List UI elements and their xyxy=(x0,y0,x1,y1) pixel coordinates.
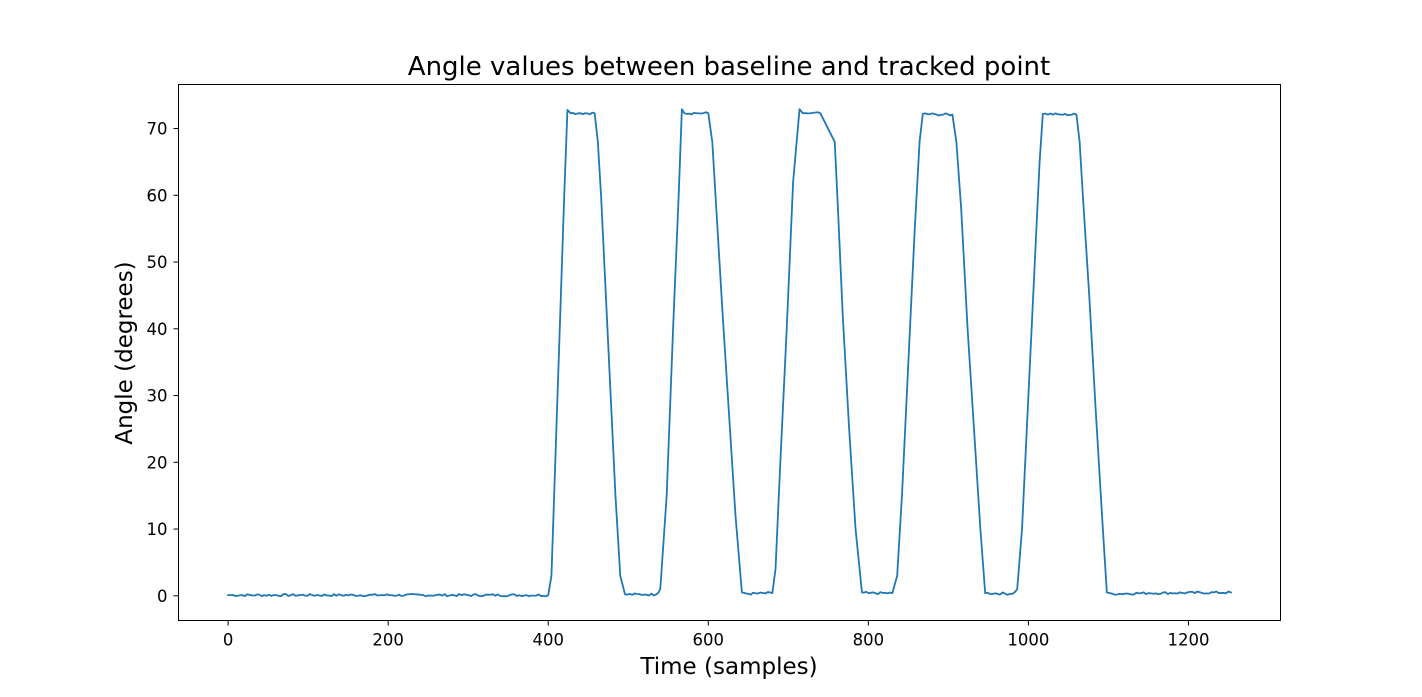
x-tick-label: 1000 xyxy=(1007,631,1049,650)
x-tick-label: 600 xyxy=(693,631,725,650)
x-tick-label: 0 xyxy=(223,631,234,650)
y-axis: 0 10 20 30 40 50 60 70 xyxy=(147,120,179,606)
y-axis-label: Angle (degrees) xyxy=(112,261,138,444)
y-tick-label: 60 xyxy=(147,186,168,205)
y-tick-label: 20 xyxy=(147,453,168,472)
x-tick-label: 800 xyxy=(853,631,885,650)
y-tick-label: 40 xyxy=(147,320,168,339)
chart-title: Angle values between baseline and tracke… xyxy=(408,52,1050,82)
y-tick-label: 0 xyxy=(157,587,168,606)
y-tick-label: 10 xyxy=(147,520,168,539)
x-tick-label: 200 xyxy=(372,631,404,650)
plot-frame xyxy=(178,84,1281,621)
plot-area xyxy=(227,108,1233,598)
x-axis: 0 200 400 600 800 1000 1200 xyxy=(223,620,1209,650)
x-tick-label: 400 xyxy=(532,631,564,650)
x-tick-label: 1200 xyxy=(1167,631,1209,650)
y-tick-label: 30 xyxy=(147,387,168,406)
y-tick-label: 50 xyxy=(147,253,168,272)
y-tick-label: 70 xyxy=(147,120,168,139)
series-line xyxy=(227,108,1233,598)
x-axis-label: Time (samples) xyxy=(639,654,817,680)
